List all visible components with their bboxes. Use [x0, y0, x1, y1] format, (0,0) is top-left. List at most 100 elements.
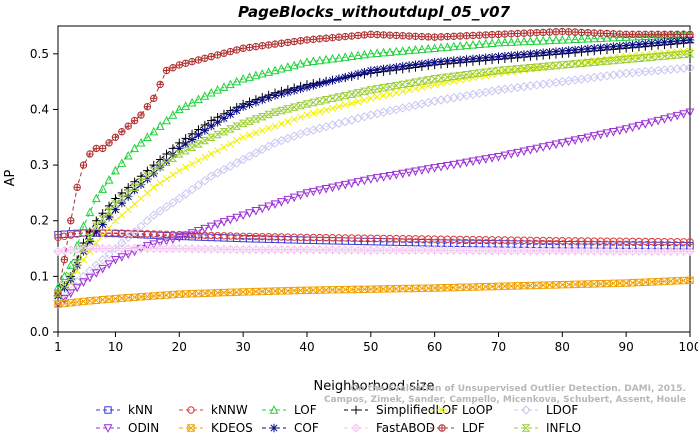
- point-ldf: [642, 31, 649, 38]
- plot-area: 1 10 20 30 40 50 60 70 80 90 100 0.0 0.1 0.2 0.3 0.4 0.5: [30, 25, 698, 354]
- point-odin: [168, 235, 178, 244]
- point-odin: [238, 211, 248, 221]
- point-lof: [200, 91, 210, 100]
- point-odin: [315, 186, 325, 196]
- point-loop: [111, 217, 120, 225]
- legend-item-simplifiedlof: SimplifiedLOF: [344, 403, 458, 417]
- legend-label-odin: ODIN: [128, 421, 159, 434]
- point-ldf: [284, 39, 292, 46]
- point-cof: [494, 52, 503, 61]
- series-line-odin: [57, 111, 691, 305]
- point-lof: [532, 36, 542, 45]
- point-inflo: [111, 200, 120, 208]
- point-loop: [303, 111, 311, 119]
- point-loop: [399, 87, 407, 95]
- point-cof: [641, 39, 650, 49]
- point-ldf: [399, 32, 406, 39]
- point-ldof: [174, 193, 185, 204]
- point-inflo: [53, 289, 63, 297]
- point-lof: [462, 40, 471, 50]
- point-cof: [673, 36, 682, 46]
- point-lof: [187, 97, 197, 107]
- point-inflo: [506, 65, 516, 74]
- point-lof: [589, 33, 599, 43]
- point-cof: [245, 100, 254, 109]
- point-ldf: [239, 45, 247, 52]
- point-inflo: [519, 64, 529, 72]
- point-lof: [206, 87, 216, 97]
- point-cof: [462, 55, 471, 64]
- point-odin: [430, 164, 440, 173]
- point-ldf: [208, 53, 215, 60]
- y-tick-label: 0.3: [30, 158, 49, 172]
- point-odin: [423, 165, 433, 174]
- point-lof: [494, 37, 503, 47]
- point-cof: [372, 65, 382, 74]
- point-ldf: [169, 64, 177, 71]
- point-inflo: [436, 74, 446, 82]
- legend-label-kdeos: KDEOS: [211, 421, 253, 434]
- point-lof: [449, 41, 459, 51]
- point-cof: [507, 51, 516, 60]
- point-kdeos: [181, 290, 190, 298]
- point-inflo: [302, 100, 312, 108]
- point-inflo: [219, 128, 229, 136]
- series-odin: [53, 108, 695, 310]
- point-ldf: [622, 31, 630, 38]
- point-loop: [360, 96, 368, 104]
- legend-marker-simplifiedlof: [351, 405, 361, 415]
- point-ldf: [578, 29, 585, 36]
- point-odin: [551, 140, 561, 150]
- point-odin: [577, 134, 586, 144]
- point-loop: [373, 93, 381, 101]
- point-ldf: [571, 28, 579, 36]
- point-ldf: [112, 134, 119, 141]
- point-cof: [475, 54, 484, 63]
- point-inflo: [660, 52, 669, 60]
- point-kdeos: [54, 300, 62, 308]
- point-cof: [219, 114, 229, 123]
- point-ldf: [233, 46, 240, 54]
- point-cof: [111, 205, 120, 214]
- point-ldf: [246, 44, 253, 51]
- point-ldf: [393, 32, 400, 39]
- point-inflo: [257, 112, 267, 121]
- point-lof: [391, 46, 401, 56]
- point-ldf: [508, 30, 515, 37]
- point-lof: [468, 40, 478, 49]
- point-loop: [386, 90, 394, 98]
- y-tick-label: 0.0: [30, 325, 49, 339]
- point-odin: [557, 139, 567, 148]
- point-inflo: [474, 69, 484, 77]
- point-lof: [264, 67, 274, 76]
- point-lof: [366, 48, 376, 58]
- point-lof: [149, 126, 159, 136]
- point-lof: [142, 132, 152, 141]
- point-inflo: [251, 115, 261, 123]
- point-cof: [679, 36, 688, 45]
- point-loop: [143, 189, 151, 197]
- point-odin: [500, 151, 510, 161]
- point-inflo: [66, 272, 76, 281]
- point-ldf: [456, 32, 464, 40]
- series-ldf: [54, 27, 694, 297]
- point-lof: [66, 260, 76, 269]
- point-odin: [72, 283, 82, 293]
- y-axis-label: AP: [3, 169, 18, 186]
- series-line-ldof: [57, 67, 691, 299]
- point-cof: [85, 237, 95, 246]
- point-ldf: [539, 29, 547, 36]
- point-ldof: [340, 116, 350, 127]
- point-cof: [545, 47, 554, 57]
- point-cof: [181, 139, 190, 149]
- series-kdeos: [54, 276, 694, 308]
- point-inflo: [225, 125, 235, 133]
- point-inflo: [640, 54, 650, 62]
- point-loop: [131, 200, 139, 208]
- point-lof: [194, 94, 203, 104]
- point-odin: [206, 222, 216, 232]
- point-lof: [372, 48, 382, 57]
- point-lof: [608, 32, 618, 42]
- point-odin: [194, 227, 203, 236]
- series-fastabod: [53, 243, 695, 257]
